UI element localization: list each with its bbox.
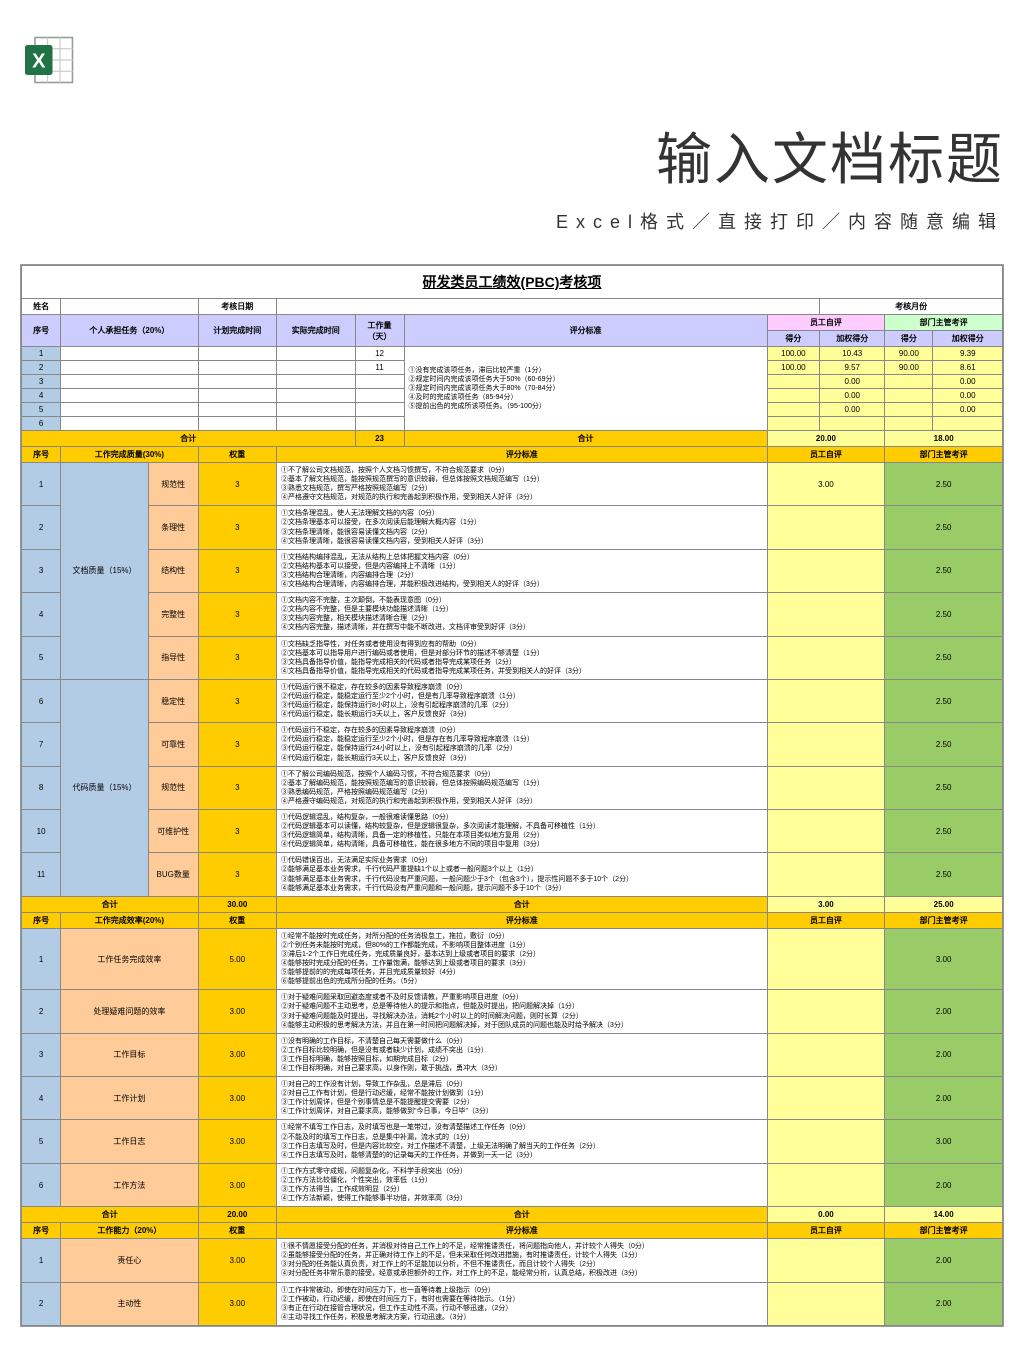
s3-criteria: 评分标准: [277, 912, 768, 928]
s3-mgr: 部门主管考评: [885, 912, 1003, 928]
s3-self: 员工自评: [767, 912, 885, 928]
table-row: 3: [22, 375, 61, 389]
s2-name: 工作完成质量(30%): [61, 447, 198, 463]
table-row: 10: [22, 810, 61, 853]
table-row: 1: [22, 463, 61, 506]
svg-text:X: X: [32, 51, 46, 73]
col-weighted2: 加权得分: [933, 331, 1003, 347]
table-row: 2: [22, 1282, 61, 1325]
s2-weight: 权重: [198, 447, 276, 463]
sheet-title: 研发类员工绩效(PBC)考核项: [22, 266, 1003, 299]
table-row: 7: [22, 723, 61, 766]
table-row: 2: [22, 990, 61, 1033]
s3-seq: 序号: [22, 912, 61, 928]
table-row: 5: [22, 1120, 61, 1163]
label-name: 姓名: [22, 299, 61, 315]
table-row: 8: [22, 766, 61, 809]
col-self: 员工自评: [767, 315, 885, 331]
label-month: 考核月份: [820, 299, 1003, 315]
s4-seq: 序号: [22, 1223, 61, 1239]
group-doc: 文档质量（15%）: [61, 463, 149, 680]
col-plan: 计划完成时间: [198, 315, 276, 347]
table-row: 4: [22, 389, 61, 403]
spreadsheet: 研发类员工绩效(PBC)考核项 姓名 考核日期 考核月份 序号 个人承担任务（2…: [20, 264, 1004, 1327]
s2-self: 员工自评: [767, 447, 885, 463]
s2-criteria: 评分标准: [277, 447, 768, 463]
col-score: 得分: [767, 331, 820, 347]
group-code: 代码质量（15%）: [61, 679, 149, 896]
main-title: 输入文档标题: [20, 115, 1004, 196]
table-row: 6: [22, 417, 61, 431]
excel-icon: X: [20, 30, 80, 90]
label-date: 考核日期: [198, 299, 276, 315]
col-actual: 实际完成时间: [277, 315, 355, 347]
s2-mgr: 部门主管考评: [885, 447, 1003, 463]
col-mgr: 部门主管考评: [885, 315, 1003, 331]
s4-self: 员工自评: [767, 1223, 885, 1239]
table-row: 3: [22, 549, 61, 592]
table-row: 1: [22, 1239, 61, 1282]
s4-name: 工作能力（20%）: [61, 1223, 198, 1239]
table-row: 4: [22, 593, 61, 636]
table-row: 6: [22, 679, 61, 722]
col-score2: 得分: [885, 331, 933, 347]
table-row: 6: [22, 1163, 61, 1206]
table-row: 4: [22, 1077, 61, 1120]
col-criteria: 评分标准: [404, 315, 767, 347]
col-seq: 序号: [22, 315, 61, 347]
table-row: 11: [22, 853, 61, 896]
table-row: 1: [22, 928, 61, 990]
subtitle: Excel格式／直接打印／内容随意编辑: [20, 208, 1004, 234]
s4-mgr: 部门主管考评: [885, 1223, 1003, 1239]
col-task: 个人承担任务（20%）: [61, 315, 198, 347]
table-row: 1: [22, 347, 61, 361]
table-row: 2: [22, 361, 61, 375]
table-row: 3: [22, 1033, 61, 1076]
table-row: 2: [22, 506, 61, 549]
s2-seq: 序号: [22, 447, 61, 463]
table-row: 5: [22, 403, 61, 417]
s3-name: 工作完成效率(20%): [61, 912, 198, 928]
s1-criteria: ①没有完成该项任务，滞后比较严重（1分）②规定时间内完成该项任务大于50%（60…: [404, 347, 767, 431]
s4-weight: 权重: [198, 1223, 276, 1239]
s3-weight: 权重: [198, 912, 276, 928]
col-workload: 工作量（天）: [355, 315, 404, 347]
s4-criteria: 评分标准: [277, 1223, 768, 1239]
col-weighted: 加权得分: [820, 331, 885, 347]
table-row: 5: [22, 636, 61, 679]
